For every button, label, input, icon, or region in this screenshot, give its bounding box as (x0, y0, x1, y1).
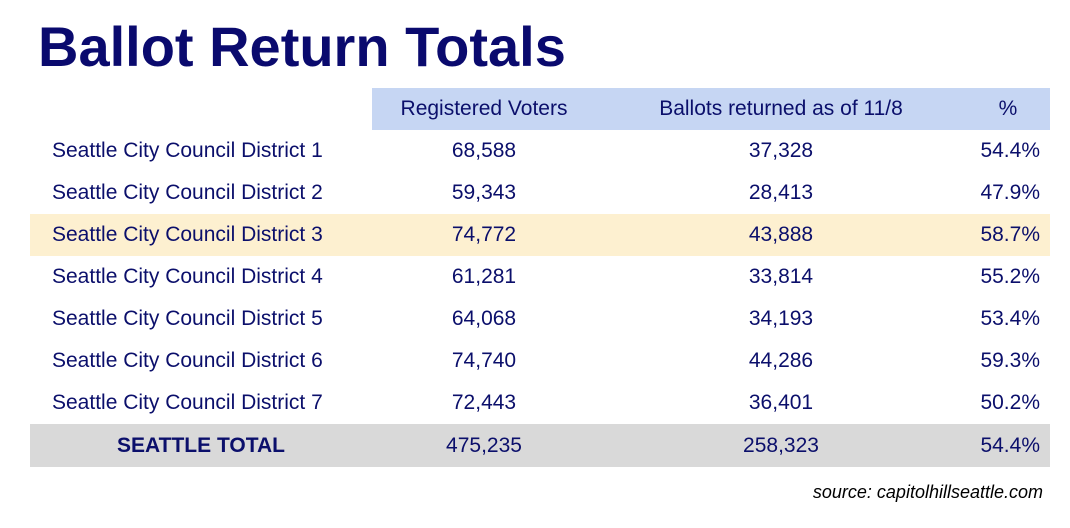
district-name: Seattle City Council District 7 (52, 391, 323, 414)
header-ballots-returned: Ballots returned as of 11/8 (596, 88, 966, 130)
district-name: Seattle City Council District 2 (52, 181, 323, 204)
district-name: Seattle City Council District 3 (30, 214, 372, 256)
registered-voters-value: 74,772 (372, 214, 596, 256)
table-row: Seattle City Council District 1 68,588 37,… (30, 130, 1050, 172)
header-registered-voters: Registered Voters (372, 88, 596, 130)
ballots-returned-value: 33,814 (748, 265, 814, 288)
percent-value: 58.7% (966, 214, 1050, 256)
district-name: Seattle City Council District 1 (52, 139, 323, 162)
registered-voters-value: 74,740 (451, 349, 517, 372)
district-name: Seattle City Council District 4 (52, 265, 323, 288)
page-title: Ballot Return Totals (38, 15, 566, 78)
percent-value: 54.4% (980, 139, 1040, 162)
ballots-returned-value: 43,888 (596, 214, 966, 256)
ballots-returned-value: 36,401 (748, 391, 814, 414)
district-name: Seattle City Council District 6 (52, 349, 323, 372)
total-returned: 258,323 (596, 424, 966, 467)
ballot-return-table: Registered Voters Ballots returned as of… (30, 88, 1050, 467)
total-registered: 475,235 (372, 424, 596, 467)
percent-value: 55.2% (980, 265, 1040, 288)
table-row: Seattle City Council District 6 74,740 44,… (30, 340, 1050, 382)
registered-voters-value: 61,281 (451, 265, 517, 288)
registered-voters-value: 68,588 (451, 139, 517, 162)
table-row: Seattle City Council District 2 59,343 28,… (30, 172, 1050, 214)
district-name: Seattle City Council District 5 (52, 307, 323, 330)
table-body: Seattle City Council District 1 68,588 37,… (30, 130, 1050, 467)
header-district (30, 88, 372, 130)
registered-voters-value: 72,443 (451, 391, 517, 414)
table-header-row: Registered Voters Ballots returned as of… (30, 88, 1050, 130)
percent-value: 47.9% (980, 181, 1040, 204)
header-percent: % (966, 88, 1050, 130)
total-label: SEATTLE TOTAL (30, 424, 372, 467)
total-percent: 54.4% (966, 424, 1050, 467)
ballots-returned-value: 37,328 (748, 139, 814, 162)
ballots-returned-value: 34,193 (748, 307, 814, 330)
table-row: Seattle City Council District 4 61,281 33,… (30, 256, 1050, 298)
ballots-returned-value: 44,286 (748, 349, 814, 372)
percent-value: 53.4% (980, 307, 1040, 330)
registered-voters-value: 59,343 (451, 181, 517, 204)
table-row: Seattle City Council District 3 74,772 43,… (30, 214, 1050, 256)
source-note: source: capitolhillseattle.com (812, 482, 1043, 502)
percent-value: 59.3% (980, 349, 1040, 372)
table-row: Seattle City Council District 7 72,443 36,… (30, 382, 1050, 424)
table-row: Seattle City Council District 5 64,068 34,… (30, 298, 1050, 340)
ballots-returned-value: 28,413 (748, 181, 814, 204)
total-row: SEATTLE TOTAL 475,235 258,323 54.4% (30, 424, 1050, 467)
percent-value: 50.2% (980, 391, 1040, 414)
registered-voters-value: 64,068 (451, 307, 517, 330)
